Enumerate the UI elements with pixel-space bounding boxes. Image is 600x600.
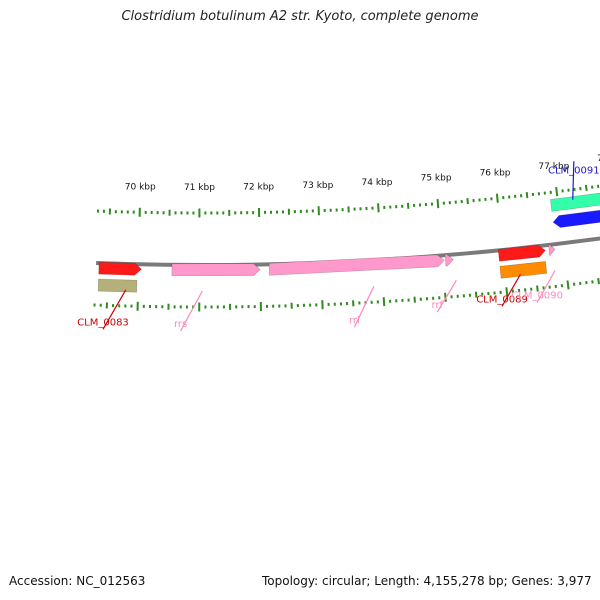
- gene-label: CLM_0089: [476, 294, 528, 305]
- gene-olive-block: [97, 278, 138, 293]
- scale-tick: [382, 297, 386, 307]
- scale-tick: [555, 187, 559, 197]
- gene-teal: [550, 192, 600, 212]
- scale-tick: [584, 184, 588, 191]
- gene-label: CLM_0091: [548, 165, 600, 176]
- genome-summary: Topology: circular; Length: 4,155,278 bp…: [262, 574, 592, 588]
- gene-trna-orange: [499, 261, 548, 279]
- scale-tick-label: 77 kbp: [538, 162, 569, 172]
- gene-rrf: [444, 253, 454, 267]
- leader-line: [501, 273, 521, 307]
- gene-pink-small: [548, 243, 556, 257]
- genome-title: Clostridium botulinum A2 str. Kyoto, com…: [121, 9, 479, 24]
- accession-label: Accession: NC_012563: [9, 574, 146, 588]
- gene-blue-1: [552, 209, 600, 228]
- scale-tick-label: 73 kbp: [302, 181, 333, 191]
- gene-rrs: [171, 263, 261, 277]
- gene-red-cds-1: [98, 261, 142, 276]
- gene-label: CLM_0083: [77, 317, 129, 328]
- scale-tick-label: 78 kbp: [597, 154, 600, 164]
- scale-tick: [377, 203, 380, 213]
- scale-tick: [566, 280, 570, 290]
- leader-line: [180, 290, 203, 332]
- gene-features: [97, 192, 600, 293]
- scale-tick-label: 70 kbp: [125, 182, 156, 192]
- scale-tick: [444, 292, 447, 302]
- gene-label: CLM_0090: [511, 291, 563, 302]
- scale-tick: [597, 277, 600, 285]
- gene-label: rrs: [174, 319, 187, 330]
- leader-line: [572, 161, 575, 200]
- leader-line: [536, 270, 556, 303]
- gene-label: rrf: [432, 300, 444, 311]
- scale-tick: [536, 285, 539, 292]
- gene-red-cds-2: [497, 244, 546, 262]
- scale-tick-label: 74 kbp: [362, 178, 393, 188]
- leader-line: [436, 280, 457, 313]
- leader-line: [353, 285, 375, 328]
- scale-tick-label: 75 kbp: [421, 174, 452, 184]
- scale-tick: [495, 193, 499, 203]
- leader-line: [102, 289, 127, 330]
- scale-tick: [474, 291, 478, 298]
- gene-label: rrl: [349, 315, 360, 326]
- gene-rrl: [268, 254, 445, 276]
- scale-tick: [505, 287, 509, 297]
- scale-tick: [436, 199, 440, 209]
- scale-tick-label: 71 kbp: [184, 183, 215, 193]
- scale-ticks: 70 kbp 71 kbp 72 kbp 73 kbp 74 kbp 75 kbp 76 k…: [93, 154, 600, 312]
- scale-tick-label: 76 kbp: [480, 168, 511, 178]
- scale-tick: [466, 198, 469, 205]
- scale-tick-label: 72 kbp: [243, 182, 274, 192]
- scale-tick: [525, 192, 529, 199]
